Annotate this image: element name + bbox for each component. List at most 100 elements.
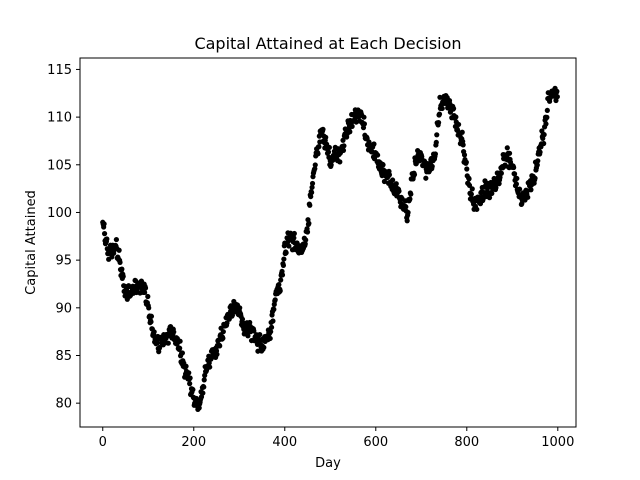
data-point: [361, 121, 367, 127]
data-point: [497, 174, 503, 180]
data-point: [245, 333, 251, 339]
data-point: [148, 319, 154, 325]
data-point: [306, 220, 312, 226]
data-point: [220, 335, 226, 341]
data-point: [537, 149, 543, 155]
data-point: [220, 329, 226, 335]
data-point: [224, 320, 230, 326]
data-point: [511, 164, 517, 171]
data-point: [361, 114, 367, 120]
data-point: [326, 144, 332, 151]
data-point: [528, 187, 534, 193]
chart-title: Capital Attained at Each Decision: [194, 34, 461, 53]
data-point: [543, 121, 549, 127]
data-point: [304, 229, 311, 235]
data-point: [453, 114, 459, 120]
data-point: [303, 237, 309, 243]
data-point: [535, 158, 541, 164]
data-point: [177, 345, 183, 351]
data-point: [461, 152, 468, 158]
data-point: [436, 111, 443, 117]
data-point: [307, 202, 313, 208]
data-point: [271, 306, 277, 312]
data-point: [504, 145, 510, 151]
data-point: [201, 384, 207, 390]
data-point: [340, 137, 346, 143]
data-point: [217, 343, 223, 349]
data-point: [120, 273, 126, 280]
data-point: [291, 230, 297, 237]
data-point: [261, 344, 267, 351]
x-tick-label: 200: [181, 435, 206, 450]
data-point: [328, 162, 334, 168]
data-point: [459, 129, 465, 135]
data-point: [396, 188, 402, 194]
x-tick-label: 0: [99, 435, 107, 450]
data-point: [341, 143, 347, 149]
data-point: [544, 107, 550, 114]
data-point: [104, 236, 110, 242]
y-axis-label: Capital Attained: [24, 190, 39, 295]
data-point: [312, 162, 318, 168]
data-point: [187, 381, 193, 387]
data-point: [411, 172, 418, 178]
data-point: [201, 377, 207, 383]
data-point: [506, 150, 513, 156]
data-point: [177, 338, 183, 344]
data-point: [207, 364, 213, 370]
data-point: [146, 305, 152, 311]
data-point: [456, 121, 462, 128]
data-point: [315, 151, 321, 157]
data-point: [267, 335, 273, 342]
data-point: [316, 144, 322, 150]
data-point: [190, 387, 196, 393]
data-point: [116, 247, 122, 253]
data-point: [541, 140, 547, 147]
data-point: [101, 221, 107, 227]
x-axis-label: Day: [315, 456, 341, 471]
data-point: [466, 176, 472, 182]
data-point: [309, 180, 316, 187]
data-point: [193, 395, 200, 402]
data-point: [179, 350, 185, 356]
data-point: [474, 206, 480, 212]
data-point: [151, 329, 157, 335]
data-point: [489, 190, 495, 196]
y-tick-label: 90: [55, 301, 72, 316]
data-point: [142, 285, 149, 291]
plot-frame: [79, 57, 577, 428]
data-point: [148, 313, 155, 319]
data-point: [386, 172, 393, 178]
data-point: [320, 126, 326, 132]
data-point: [291, 235, 297, 241]
data-point: [308, 193, 314, 200]
data-point: [534, 162, 540, 168]
data-point: [309, 189, 315, 196]
y-tick-label: 80: [55, 397, 72, 412]
data-point: [145, 293, 151, 300]
data-point: [272, 297, 278, 303]
data-point: [154, 340, 160, 346]
data-point: [251, 328, 257, 334]
data-point: [554, 94, 560, 100]
x-tick-label: 400: [272, 435, 297, 450]
y-tick-label: 85: [55, 349, 72, 364]
data-point: [375, 152, 381, 158]
data-point: [337, 159, 343, 165]
data-point: [403, 204, 409, 210]
data-point: [433, 139, 439, 146]
data-point: [257, 331, 263, 338]
data-point: [466, 182, 473, 188]
data-point: [554, 88, 560, 94]
data-point: [407, 196, 413, 202]
data-point: [432, 151, 438, 157]
y-tick-label: 110: [47, 111, 72, 126]
data-point: [455, 128, 461, 134]
data-point: [340, 147, 347, 154]
data-point: [165, 340, 171, 346]
x-tick-label: 600: [363, 435, 388, 450]
y-tick-label: 95: [55, 254, 72, 269]
data-point: [277, 288, 283, 294]
data-point: [463, 159, 469, 165]
data-point: [429, 163, 435, 169]
